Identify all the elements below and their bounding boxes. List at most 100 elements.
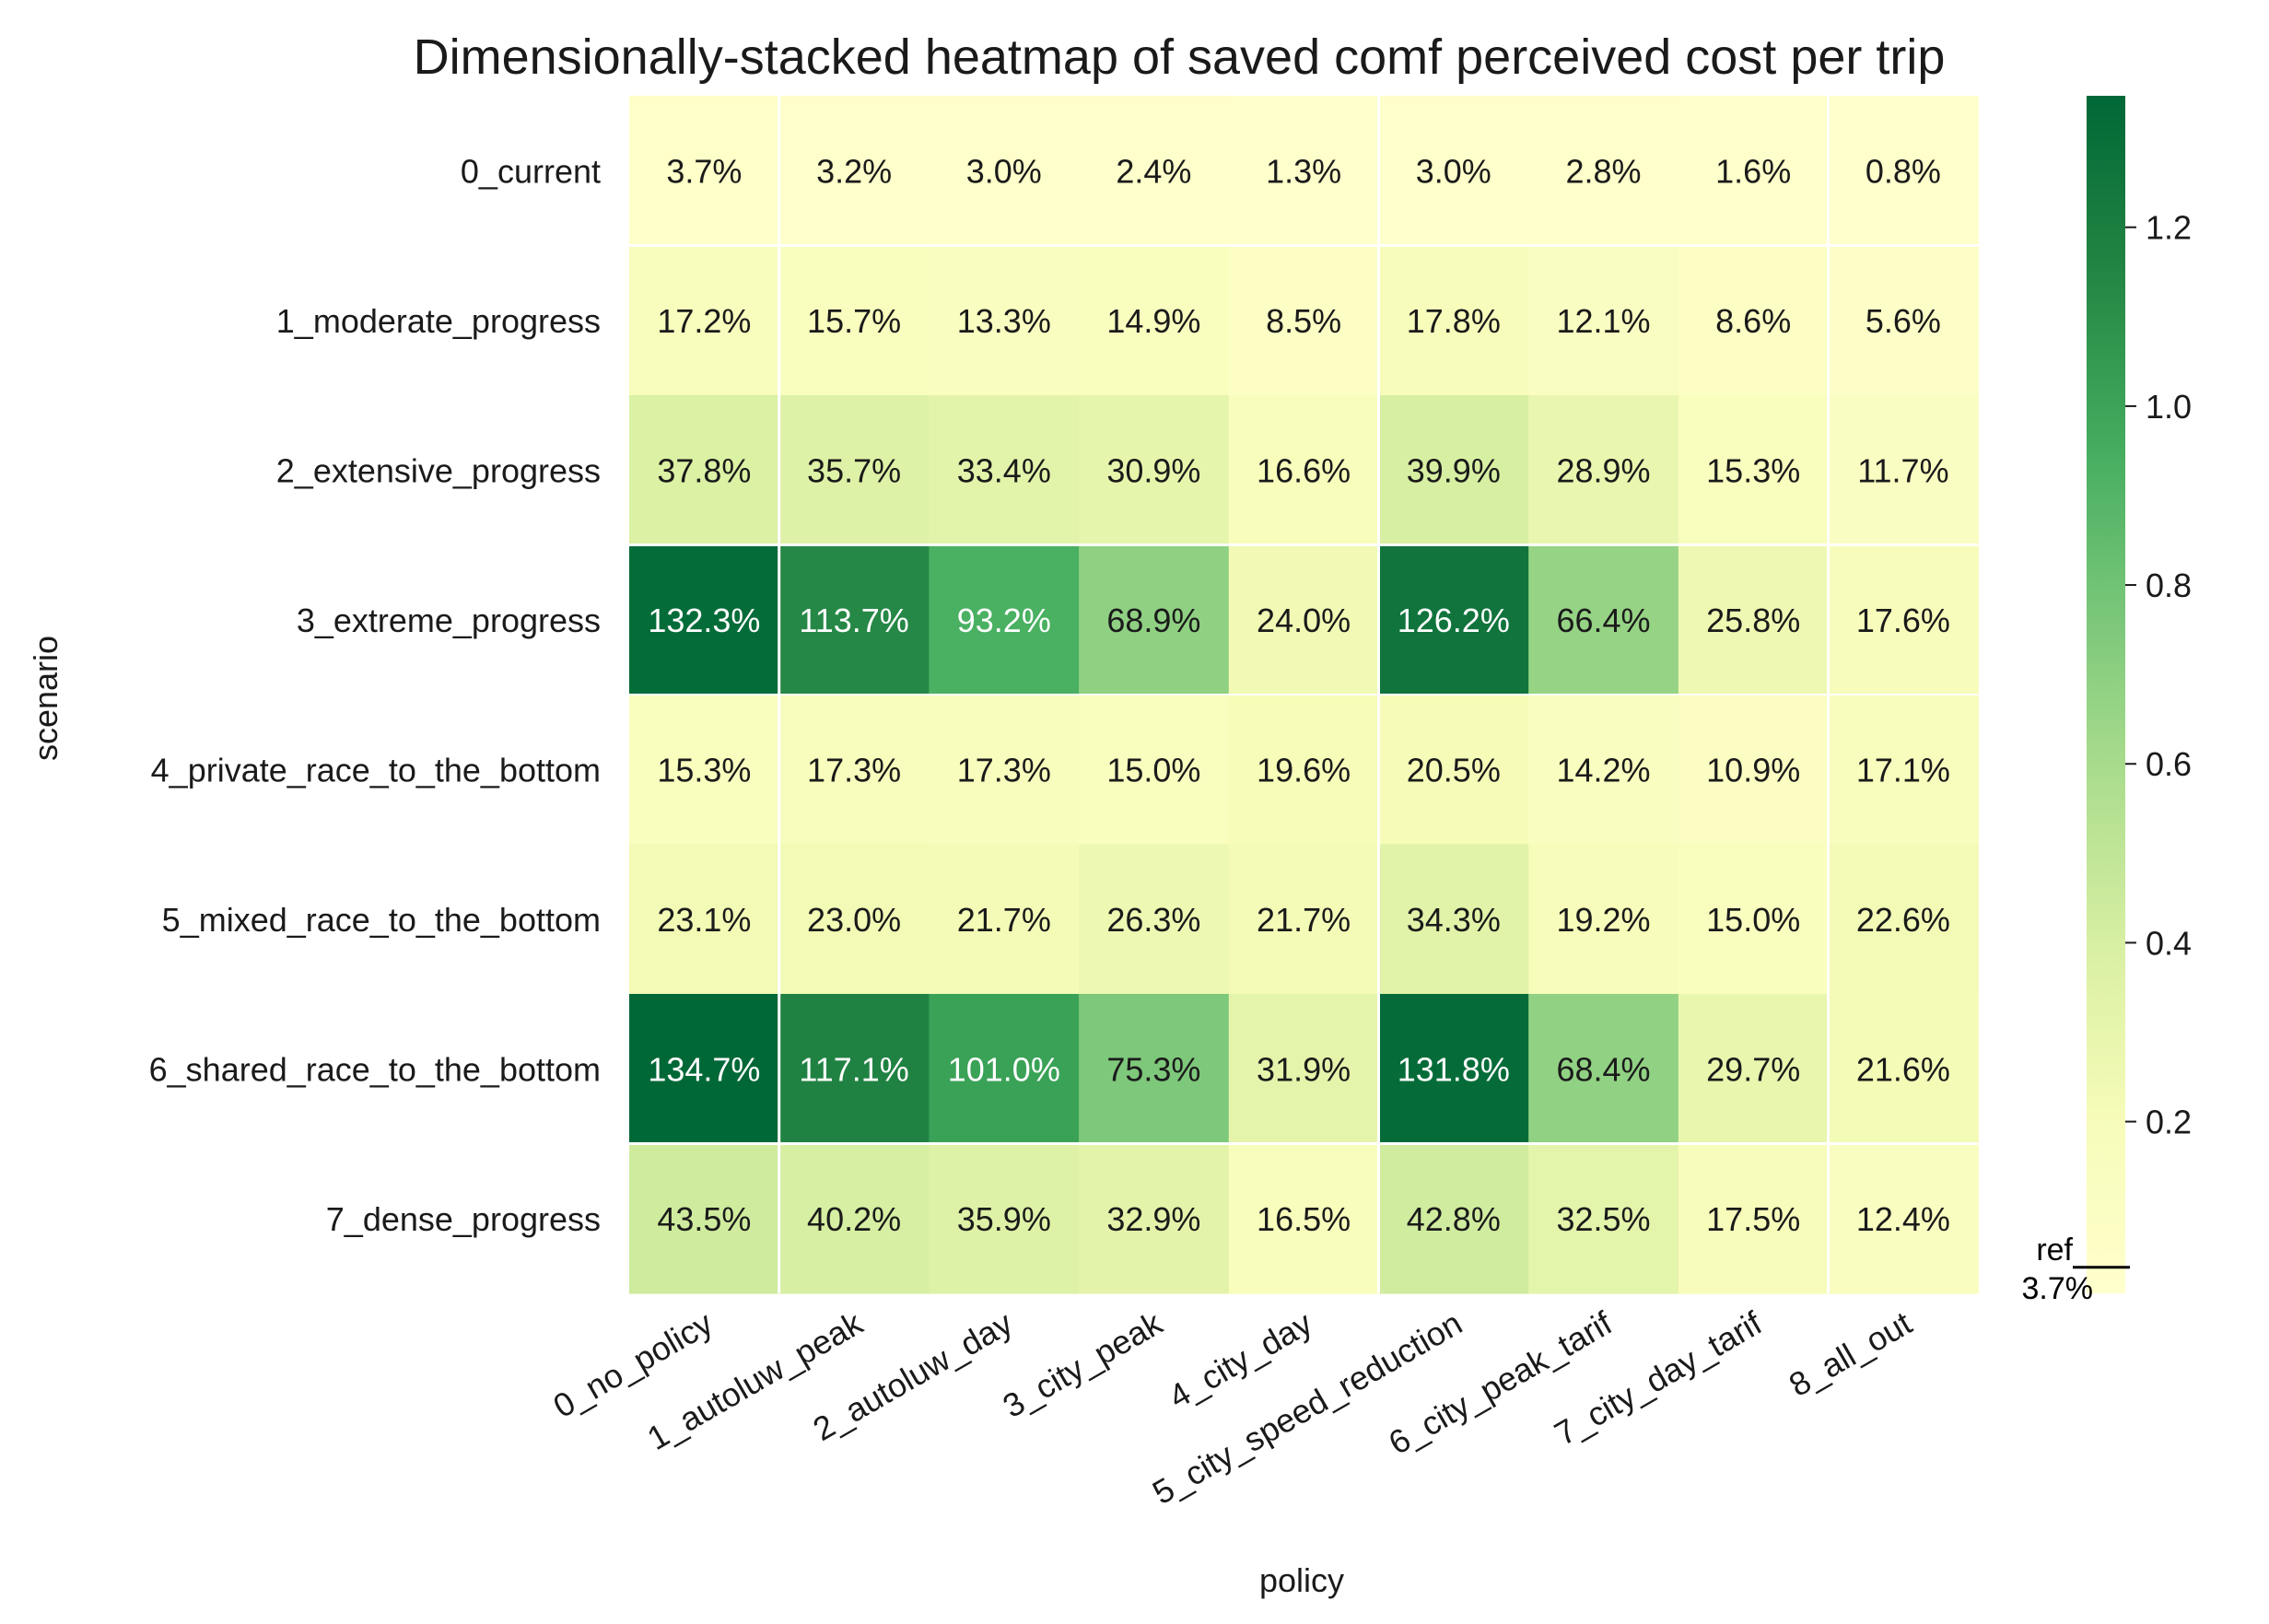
cell-value-label: 19.6%	[1257, 751, 1351, 789]
heatmap-cell	[929, 695, 1080, 846]
heatmap-cell	[629, 1143, 780, 1294]
cell-value-label: 0.8%	[1865, 152, 1941, 190]
cell-value-label: 17.2%	[657, 302, 751, 340]
x-axis-label: policy	[1259, 1561, 1344, 1599]
cell-value-label: 3.2%	[816, 152, 892, 190]
heatmap-cell	[778, 245, 930, 396]
y-tick-label: 0_current	[461, 152, 601, 190]
cell-value-label: 117.1%	[799, 1050, 908, 1088]
colorbar-tick-label: 0.2	[2146, 1104, 2192, 1141]
heatmap-cell	[778, 844, 930, 995]
heatmap-cell	[778, 994, 930, 1145]
heatmap-cell	[1828, 695, 1979, 846]
cell-value-label: 30.9%	[1106, 451, 1200, 489]
heatmap-cell	[1828, 1143, 1979, 1294]
cell-value-label: 1.6%	[1715, 152, 1791, 190]
colorbar-tick-label: 1.0	[2146, 388, 2192, 426]
x-tick-label: 3_city_peak	[997, 1303, 1170, 1425]
heatmap-cell	[778, 695, 930, 846]
cell-value-label: 15.7%	[807, 302, 901, 340]
cell-value-label: 66.4%	[1556, 602, 1650, 639]
cell-value-label: 8.6%	[1715, 302, 1791, 340]
block-separators	[629, 96, 1979, 1293]
cell-value-label: 17.1%	[1856, 751, 1950, 789]
heatmap-cell	[1528, 994, 1679, 1145]
heatmap-cell	[929, 96, 1080, 247]
heatmap-cell	[1828, 994, 1979, 1145]
x-tick-label: 8_all_out	[1783, 1303, 1918, 1404]
heatmap-cell	[1079, 994, 1230, 1145]
cell-value-label: 31.9%	[1257, 1050, 1351, 1088]
colorbar	[2087, 96, 2125, 1293]
cell-value-label: 2.4%	[1116, 152, 1191, 190]
cell-value-label: 17.3%	[957, 751, 1051, 789]
heatmap-cell	[1828, 395, 1979, 546]
heatmap-cell	[1528, 844, 1679, 995]
cell-value-label: 3.0%	[966, 152, 1042, 190]
heatmap-cell	[629, 994, 780, 1145]
y-tick-label: 7_dense_progress	[326, 1200, 601, 1238]
heatmap-cell	[1528, 544, 1679, 695]
colorbar-tick-label: 0.8	[2146, 567, 2192, 604]
cell-value-label: 35.9%	[957, 1200, 1051, 1238]
heatmap-cell	[1079, 695, 1230, 846]
heatmap-cell	[629, 844, 780, 995]
heatmap-cell	[1678, 994, 1830, 1145]
cell-value-label: 17.3%	[807, 751, 901, 789]
cell-value-label: 15.0%	[1706, 901, 1800, 939]
cell-value-label: 15.3%	[657, 751, 751, 789]
cell-value-label: 16.5%	[1257, 1200, 1351, 1238]
heatmap-cell	[1378, 695, 1529, 846]
y-tick-label: 4_private_race_to_the_bottom	[151, 751, 601, 789]
cell-value-label: 15.0%	[1106, 751, 1200, 789]
heatmap-cell	[629, 245, 780, 396]
y-axis-label: scenario	[27, 636, 64, 761]
colorbar-tick-label: 0.6	[2146, 745, 2192, 783]
colorbar-tick-label: 1.2	[2146, 209, 2192, 247]
heatmap-cell	[929, 245, 1080, 396]
cell-value-label: 26.3%	[1106, 901, 1200, 939]
cell-value-label: 113.7%	[799, 602, 908, 639]
heatmap-cell	[629, 695, 780, 846]
cell-value-label: 13.3%	[957, 302, 1051, 340]
heatmap-cells: 3.7% 3.2% 3.0% 2.4% 1.3% 3.0% 2.8% 1.6% 0.8% 17.2…	[629, 96, 1979, 1294]
heatmap-cell	[929, 1143, 1080, 1294]
cell-value-label: 68.9%	[1106, 602, 1200, 639]
heatmap-cell	[1678, 395, 1830, 546]
heatmap-cell	[1528, 395, 1679, 546]
heatmap-cell	[1678, 544, 1830, 695]
y-tick-label: 6_shared_race_to_the_bottom	[149, 1050, 601, 1088]
heatmap-cell	[1828, 245, 1979, 396]
heatmap-cell	[1378, 245, 1529, 396]
heatmap-cell	[1228, 245, 1380, 396]
heatmap-cell	[1378, 96, 1529, 247]
heatmap-cell	[778, 1143, 930, 1294]
colorbar-ref-marker: ref 3.7%	[2022, 1233, 2130, 1306]
cell-value-label: 29.7%	[1706, 1050, 1800, 1088]
heatmap-cell	[1378, 994, 1529, 1145]
cell-value-label: 10.9%	[1706, 751, 1800, 789]
ref-value-label: 3.7%	[2022, 1271, 2094, 1306]
heatmap-cell	[1378, 544, 1529, 695]
heatmap-cell	[1079, 96, 1230, 247]
heatmap-cell	[929, 395, 1080, 546]
heatmap-cell	[1079, 844, 1230, 995]
cell-value-label: 68.4%	[1556, 1050, 1650, 1088]
cell-value-label: 28.9%	[1556, 451, 1650, 489]
heatmap-cell	[1528, 1143, 1679, 1294]
colorbar-ticks: 0.2 0.4 0.6 0.8 1.0 1.2	[2125, 209, 2192, 1141]
cell-value-label: 43.5%	[657, 1200, 751, 1238]
heatmap-cell	[1678, 695, 1830, 846]
heatmap-cell	[1528, 695, 1679, 846]
y-tick-label: 3_extreme_progress	[297, 602, 601, 639]
heatmap-cell	[778, 395, 930, 546]
heatmap-cell	[1528, 245, 1679, 396]
cell-value-label: 75.3%	[1106, 1050, 1200, 1088]
cell-value-label: 40.2%	[807, 1200, 901, 1238]
heatmap-cell	[929, 544, 1080, 695]
heatmap-cell	[1228, 96, 1380, 247]
heatmap-cell	[1228, 844, 1380, 995]
cell-value-label: 42.8%	[1407, 1200, 1501, 1238]
cell-value-label: 23.0%	[807, 901, 901, 939]
